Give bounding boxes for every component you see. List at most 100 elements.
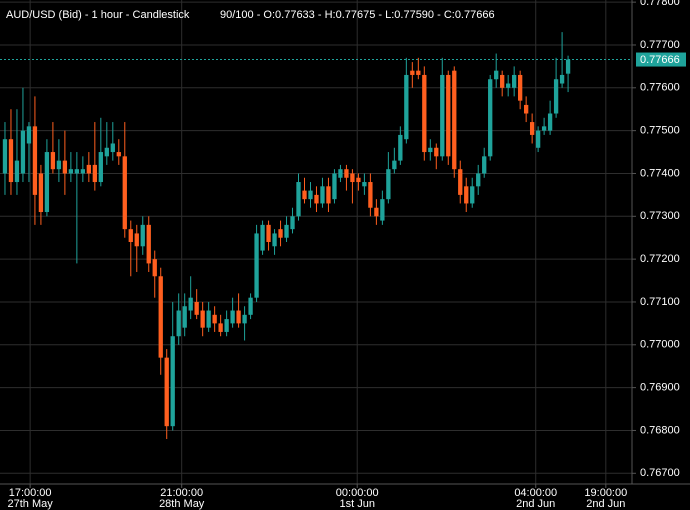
candle-body: [404, 74, 409, 140]
candle-body: [104, 147, 109, 157]
candle-body: [122, 156, 127, 230]
candle-body: [266, 224, 271, 242]
chart-subtitle: 90/100 - O:0.77633 - H:0.77675 - L:0.775…: [220, 9, 495, 21]
candle-body: [254, 233, 259, 298]
candle-body: [110, 143, 115, 153]
x-tick-label: 21:00:00: [160, 487, 203, 499]
candle-body: [374, 207, 379, 217]
x-tick-label: 1st Jun: [339, 498, 374, 510]
candle-body: [314, 194, 319, 204]
candle-body: [260, 224, 265, 251]
candle-body: [134, 233, 139, 247]
candle-body: [446, 74, 451, 157]
candle-body: [50, 152, 56, 170]
candle-body: [194, 301, 199, 315]
candle-body: [512, 74, 517, 88]
candle-body: [230, 310, 235, 324]
candle-body: [422, 74, 427, 153]
candle-body: [140, 224, 145, 247]
candle-body: [224, 319, 229, 332]
chart-title: AUD/USD (Bid) - 1 hour - Candlestick: [6, 9, 190, 21]
candle-body: [494, 70, 499, 80]
candle-body: [506, 83, 511, 88]
candle-body: [56, 160, 62, 170]
candles: [2, 32, 571, 440]
candle-body: [272, 233, 277, 247]
y-tick-label: 0.77400: [640, 167, 680, 179]
candle-body: [278, 229, 283, 238]
candle-body: [410, 70, 415, 75]
candle-body: [14, 160, 20, 183]
candle-body: [362, 182, 367, 187]
candle-body: [368, 182, 373, 208]
candle-body: [128, 229, 133, 242]
candle-body: [326, 186, 331, 204]
candle-body: [200, 310, 205, 328]
candle-body: [392, 160, 397, 170]
y-tick-label: 0.77100: [640, 296, 680, 308]
candle-body: [62, 160, 68, 174]
candle-body: [547, 113, 553, 131]
x-tick-label: 28th May: [159, 498, 205, 510]
candle-body: [80, 169, 86, 174]
candle-body: [26, 126, 32, 144]
candle-body: [218, 323, 223, 332]
candle-body: [242, 314, 247, 324]
candle-body: [488, 79, 493, 157]
candle-body: [332, 173, 337, 200]
candle-body: [476, 173, 481, 187]
candle-body: [529, 122, 535, 135]
x-tick-label: 19:00:00: [584, 487, 627, 499]
candle-body: [416, 70, 421, 75]
candle-body: [458, 169, 463, 195]
candle-body: [541, 126, 547, 131]
candle-body: [344, 169, 349, 178]
candle-body: [470, 186, 475, 204]
candle-body: [559, 74, 565, 84]
candle-body: [116, 152, 121, 157]
candle-body: [92, 164, 97, 183]
y-tick-label: 0.77300: [640, 210, 680, 222]
grid: [0, 0, 632, 484]
candle-body: [386, 169, 391, 200]
candle-body: [206, 310, 211, 328]
candle-body: [188, 297, 193, 311]
x-tick-label: 27th May: [8, 498, 54, 510]
candle-body: [146, 224, 151, 264]
candle-body: [68, 169, 74, 174]
candle-body: [158, 276, 163, 358]
candle-body: [482, 156, 487, 174]
x-tick-label: 00:00:00: [336, 487, 379, 499]
candle-body: [464, 186, 469, 204]
candle-body: [98, 152, 103, 183]
candle-body: [86, 164, 91, 174]
x-tick-label: 04:00:00: [514, 487, 557, 499]
y-tick-label: 0.76900: [640, 382, 680, 394]
candle-body: [356, 177, 361, 183]
candle-body: [290, 216, 295, 230]
y-tick-label: 0.77800: [640, 0, 680, 8]
candle-body: [74, 169, 80, 174]
candle-body: [20, 130, 26, 174]
candle-body: [338, 169, 343, 178]
last-price-label: 0.77666: [640, 54, 680, 66]
candle-body: [302, 190, 307, 200]
last-price-box: [636, 52, 686, 67]
candle-body: [212, 314, 217, 324]
candle-body: [38, 173, 44, 213]
candle-body: [350, 173, 355, 183]
candle-body: [248, 297, 253, 315]
candle-body: [8, 139, 14, 183]
y-tick-label: 0.76700: [640, 467, 680, 479]
x-tick-label: 2nd Jun: [516, 498, 555, 510]
candle-body: [296, 182, 301, 217]
candle-body: [2, 139, 8, 174]
candle-body: [518, 74, 523, 101]
y-tick-label: 0.77200: [640, 253, 680, 265]
y-tick-label: 0.77000: [640, 339, 680, 351]
candle-body: [535, 130, 541, 148]
candle-body: [452, 70, 457, 170]
